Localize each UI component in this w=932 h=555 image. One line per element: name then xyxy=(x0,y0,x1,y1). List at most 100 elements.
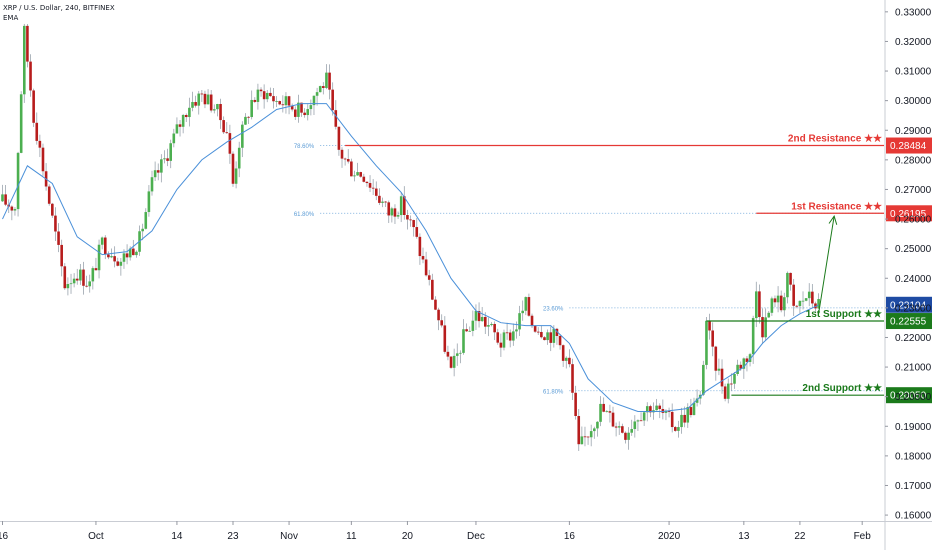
resistance-price-text: 0.28484 xyxy=(890,141,927,152)
candle-body xyxy=(13,209,17,211)
candle-body xyxy=(284,96,288,106)
candle-body xyxy=(387,202,391,216)
candle-body xyxy=(624,432,627,440)
candle-body xyxy=(399,196,403,216)
candle-body xyxy=(156,170,160,173)
candle-body xyxy=(82,269,85,286)
resistance-label: 1st Resistance ★★ xyxy=(791,201,882,212)
candle-body xyxy=(524,297,528,311)
candle-body xyxy=(191,102,194,108)
candle-body xyxy=(474,311,478,321)
candle-body xyxy=(163,158,166,160)
candle-body xyxy=(66,284,70,289)
candle-body xyxy=(717,368,721,371)
candle-body xyxy=(452,355,456,368)
candle-body xyxy=(262,91,266,100)
candle-body xyxy=(259,89,263,92)
time-tick-label: Oct xyxy=(88,531,104,542)
indicator-label[interactable]: EMA xyxy=(3,14,19,22)
candle-body xyxy=(97,244,101,271)
time-tick-label: Nov xyxy=(280,531,298,542)
candle-body xyxy=(103,237,107,255)
symbol-title: XRP / U.S. Dollar, 240, BITFINEX xyxy=(3,4,115,12)
candle-body xyxy=(269,92,272,97)
candle-body xyxy=(178,124,182,127)
fib-label: 61.80% xyxy=(543,389,564,395)
candle-body xyxy=(661,408,665,413)
candle-body xyxy=(540,331,543,338)
candle-body xyxy=(213,109,216,111)
fib-label: 61.80% xyxy=(294,212,315,218)
candle-body xyxy=(1,194,4,202)
candle-body xyxy=(153,170,157,178)
price-tick-label: 0.19000 xyxy=(895,422,932,433)
candle-body xyxy=(480,316,484,322)
candle-body xyxy=(602,403,605,412)
candle-body xyxy=(368,183,372,188)
candle-body xyxy=(91,268,95,282)
candle-body xyxy=(188,107,191,118)
candle-body xyxy=(614,426,618,428)
candle-body xyxy=(446,351,450,357)
candle-body xyxy=(493,323,496,333)
candle-body xyxy=(228,133,232,154)
candle-body xyxy=(527,297,531,316)
fib-label: 23.60% xyxy=(543,306,564,312)
candle-body xyxy=(85,285,88,287)
candle-body xyxy=(530,315,534,327)
candle-body xyxy=(206,94,210,105)
candle-body xyxy=(459,352,462,354)
candle-body xyxy=(633,421,637,430)
candle-body xyxy=(293,109,297,117)
candle-body xyxy=(35,122,39,141)
candle-body xyxy=(561,345,565,361)
candle-body xyxy=(54,215,57,232)
candle-body xyxy=(16,152,20,210)
price-tick-label: 0.31000 xyxy=(895,67,932,78)
candle-body xyxy=(571,364,574,393)
candle-body xyxy=(128,248,132,258)
current-price-tag xyxy=(886,296,932,313)
candle-body xyxy=(381,201,384,203)
time-tick-label: 11 xyxy=(346,531,357,542)
candle-body xyxy=(555,328,559,336)
candle-body xyxy=(57,231,60,245)
price-axis[interactable]: 0.33000 0.32000 0.31000 0.30000 0.29000 0.280… xyxy=(884,0,932,550)
candle-body xyxy=(297,102,300,117)
candle-body xyxy=(702,364,705,395)
resistance-label: 2nd Resistance ★★ xyxy=(788,134,882,145)
price-tick-label: 0.21000 xyxy=(895,363,932,374)
candle-body xyxy=(150,177,154,192)
candle-body xyxy=(664,410,668,413)
candle-body xyxy=(477,311,481,322)
candle-body xyxy=(674,427,677,431)
time-tick-label: 16 xyxy=(564,531,576,542)
candle-body xyxy=(558,335,562,346)
candle-body xyxy=(278,101,282,105)
time-tick-label: 14 xyxy=(171,531,183,542)
candle-body xyxy=(773,298,777,303)
candle-body xyxy=(10,206,14,211)
candle-body xyxy=(736,364,739,374)
candle-body xyxy=(303,112,306,116)
candle-body xyxy=(365,181,369,184)
candle-body xyxy=(440,320,443,326)
candle-body xyxy=(281,104,285,106)
candle-body xyxy=(786,272,789,298)
candle-body xyxy=(234,168,238,184)
candle-body xyxy=(19,94,23,153)
candle-body xyxy=(203,93,207,105)
candle-body xyxy=(783,297,786,311)
price-tick-label: 0.30000 xyxy=(895,96,932,107)
time-axis[interactable]: 16 Oct 14 23 Nov 11 20 Dec 16 2020 13 22 Feb xyxy=(0,521,932,542)
candle-body xyxy=(415,227,419,237)
candle-body xyxy=(350,161,353,177)
time-tick-label: 20 xyxy=(402,531,414,542)
candle-body xyxy=(795,305,799,307)
candle-body xyxy=(194,102,197,106)
candle-body xyxy=(197,93,201,106)
candle-body xyxy=(714,346,718,371)
candle-body xyxy=(745,358,749,362)
